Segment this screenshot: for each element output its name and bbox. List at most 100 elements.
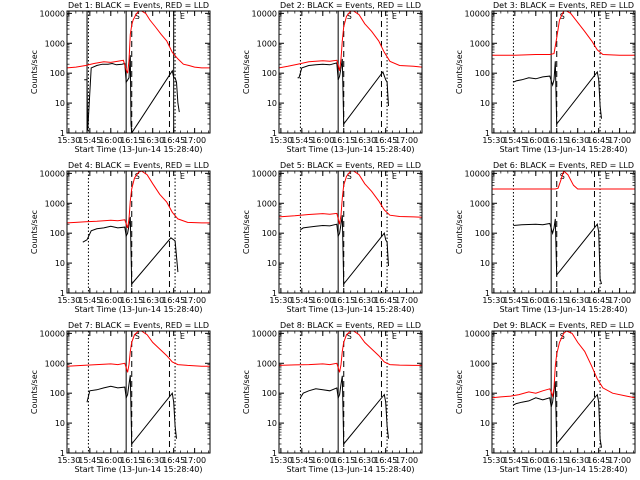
y-tick-label: 10000 (465, 169, 490, 178)
axes-box (278, 10, 423, 134)
x-tick-label: 15:30 (482, 296, 505, 305)
panel-det-2: Det 2: BLACK = Events, RED = LLD 1 10 100 10… (242, 1, 423, 154)
x-tick-label: 17:00 (608, 136, 631, 145)
series-line-events (513, 61, 602, 126)
x-tick-label: 16:45 (587, 456, 610, 465)
x-axis-label: Start Time (13-Jun-14 15:28:40) (75, 465, 203, 474)
end-annotation: E (392, 172, 397, 181)
x-axis-label: Start Time (13-Jun-14 15:28:40) (500, 465, 628, 474)
end-annotation: E (180, 12, 185, 21)
y-axis-label: Counts/sec (242, 210, 251, 254)
x-tick-label: 17:00 (183, 296, 206, 305)
panel-det-7: Det 7: BLACK = Events, RED = LLD 1 10 100 10… (30, 321, 211, 474)
x-tick-label: 16:15 (545, 296, 568, 305)
y-tick-label: 100 (475, 389, 490, 398)
end-annotation: E (180, 332, 185, 341)
axes-box (491, 170, 636, 294)
x-tick-label: 16:00 (524, 136, 547, 145)
y-tick-label: 1 (60, 129, 65, 138)
x-tick-label: 17:00 (183, 456, 206, 465)
series-line-events (84, 55, 180, 133)
y-axis-label: Counts/sec (455, 370, 464, 414)
series-line-lld (67, 171, 210, 229)
x-tick-label: 15:45 (78, 456, 101, 465)
axes-box (278, 330, 423, 454)
y-tick-label: 1000 (257, 199, 277, 208)
x-tick-label: 15:45 (290, 296, 313, 305)
y-tick-label: 100 (262, 69, 277, 78)
x-tick-label: 16:30 (566, 136, 589, 145)
x-tick-label: 16:30 (566, 296, 589, 305)
x-axis-label: Start Time (13-Jun-14 15:28:40) (75, 305, 203, 314)
panel-det-3: Det 3: BLACK = Events, RED = LLD 1 10 100 10… (455, 1, 636, 154)
x-tick-label: 15:30 (57, 456, 80, 465)
x-tick-label: 17:00 (608, 456, 631, 465)
x-tick-label: 15:45 (503, 296, 526, 305)
y-tick-label: 10 (480, 99, 490, 108)
panel-title: Det 8: BLACK = Events, RED = LLD (280, 321, 421, 330)
y-tick-label: 10 (480, 419, 490, 428)
x-tick-label: 15:45 (503, 456, 526, 465)
x-tick-label: 16:45 (374, 456, 397, 465)
panel-title: Det 1: BLACK = Events, RED = LLD (68, 1, 209, 10)
x-tick-label: 16:00 (99, 456, 122, 465)
panel-det-9: Det 9: BLACK = Events, RED = LLD 1 10 100 10… (455, 321, 636, 474)
start-annotation: S (135, 12, 140, 21)
x-tick-label: 15:45 (290, 456, 313, 465)
series-line-events (299, 375, 389, 446)
y-tick-label: 100 (475, 229, 490, 238)
end-annotation: E (392, 332, 397, 341)
y-tick-label: 100 (262, 229, 277, 238)
series-line-lld (279, 171, 422, 225)
y-tick-label: 10 (267, 259, 277, 268)
end-annotation: E (605, 172, 610, 181)
start-annotation: S (347, 332, 352, 341)
y-tick-label: 1 (485, 129, 490, 138)
y-tick-label: 1000 (470, 359, 490, 368)
series-line-events (300, 215, 389, 286)
x-tick-label: 16:15 (545, 136, 568, 145)
x-tick-label: 16:00 (99, 136, 122, 145)
x-axis-label: Start Time (13-Jun-14 15:28:40) (500, 305, 628, 314)
x-axis-label: Start Time (13-Jun-14 15:28:40) (75, 145, 203, 154)
y-tick-label: 10000 (465, 329, 490, 338)
panel-det-4: Det 4: BLACK = Events, RED = LLD 1 10 100 10… (30, 161, 211, 314)
y-tick-label: 1 (60, 449, 65, 458)
series-line-events (86, 375, 177, 446)
series-line-lld (492, 11, 635, 56)
end-annotation: E (180, 172, 185, 181)
y-tick-label: 1 (485, 449, 490, 458)
x-tick-label: 16:30 (141, 456, 164, 465)
x-tick-label: 16:45 (162, 136, 185, 145)
y-tick-label: 100 (50, 389, 65, 398)
x-tick-label: 15:30 (269, 456, 292, 465)
x-tick-label: 15:30 (482, 136, 505, 145)
y-tick-label: 10000 (252, 329, 277, 338)
start-annotation: S (135, 172, 140, 181)
y-tick-label: 10000 (252, 169, 277, 178)
series-line-lld (279, 331, 422, 373)
y-tick-label: 100 (50, 69, 65, 78)
x-tick-label: 16:00 (524, 296, 547, 305)
x-tick-label: 17:00 (395, 456, 418, 465)
panel-title: Det 4: BLACK = Events, RED = LLD (68, 161, 209, 170)
panel-det-6: Det 6: BLACK = Events, RED = LLD 1 10 100 10… (455, 161, 636, 314)
y-tick-label: 100 (262, 389, 277, 398)
x-tick-label: 15:45 (78, 136, 101, 145)
y-tick-label: 1000 (257, 39, 277, 48)
y-tick-label: 10 (267, 419, 277, 428)
x-tick-label: 16:30 (353, 136, 376, 145)
panel-title: Det 9: BLACK = Events, RED = LLD (493, 321, 634, 330)
x-tick-label: 16:00 (311, 136, 334, 145)
x-tick-label: 16:00 (311, 296, 334, 305)
x-tick-label: 16:00 (99, 296, 122, 305)
x-tick-label: 15:30 (269, 136, 292, 145)
y-axis-label: Counts/sec (242, 50, 251, 94)
y-tick-label: 10 (55, 259, 65, 268)
axes-box (491, 10, 636, 134)
